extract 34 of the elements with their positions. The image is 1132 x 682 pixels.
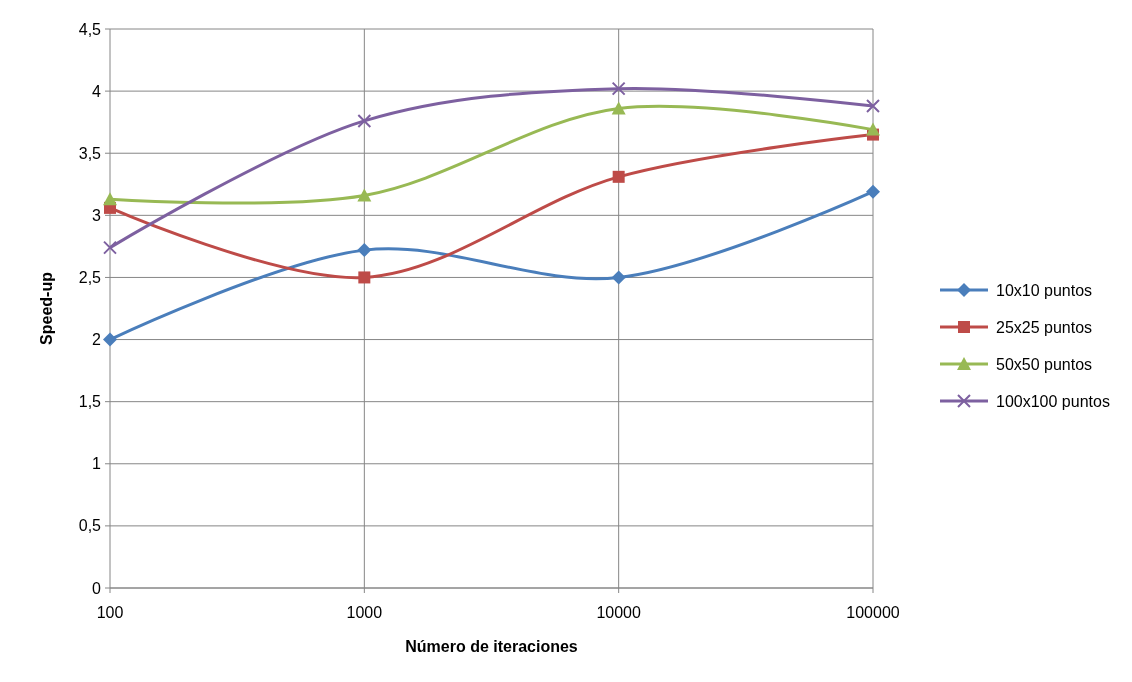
point — [103, 240, 117, 255]
point — [611, 270, 626, 285]
x-tick-label: 10000 — [596, 604, 642, 621]
y-tick-label: 3,5 — [78, 144, 102, 162]
point — [612, 170, 625, 183]
legend-label: 25x25 puntos — [996, 318, 1093, 336]
y-tick-label: 4,5 — [78, 20, 102, 38]
y-tick-label: 1,5 — [78, 393, 102, 411]
point — [357, 243, 372, 258]
point — [866, 184, 880, 199]
legend-label: 100x100 puntos — [996, 392, 1110, 410]
y-tick-label: 0 — [92, 579, 102, 597]
y-axis-title: Speed-up — [38, 271, 55, 345]
point — [611, 101, 626, 115]
point — [357, 113, 372, 128]
y-tick-label: 1 — [92, 455, 102, 473]
point — [611, 81, 626, 96]
y-tick-label: 4 — [92, 82, 102, 100]
y-tick-label: 2,5 — [78, 269, 102, 287]
point — [866, 122, 880, 136]
point — [358, 271, 371, 284]
y-tick-label: 2 — [92, 331, 102, 349]
x-tick-label: 1000 — [346, 604, 383, 621]
legend-label: 50x50 puntos — [996, 355, 1093, 373]
y-tick-label: 0,5 — [78, 517, 102, 535]
point — [357, 188, 372, 202]
point — [866, 99, 880, 114]
legend-label: 10x10 puntos — [996, 281, 1093, 299]
y-tick-label: 3 — [92, 206, 102, 224]
x-axis-title: Número de iteraciones — [405, 638, 578, 655]
point — [103, 192, 117, 206]
x-tick-label: 100 — [96, 604, 124, 621]
x-tick-label: 100000 — [846, 604, 900, 621]
point — [103, 332, 117, 347]
